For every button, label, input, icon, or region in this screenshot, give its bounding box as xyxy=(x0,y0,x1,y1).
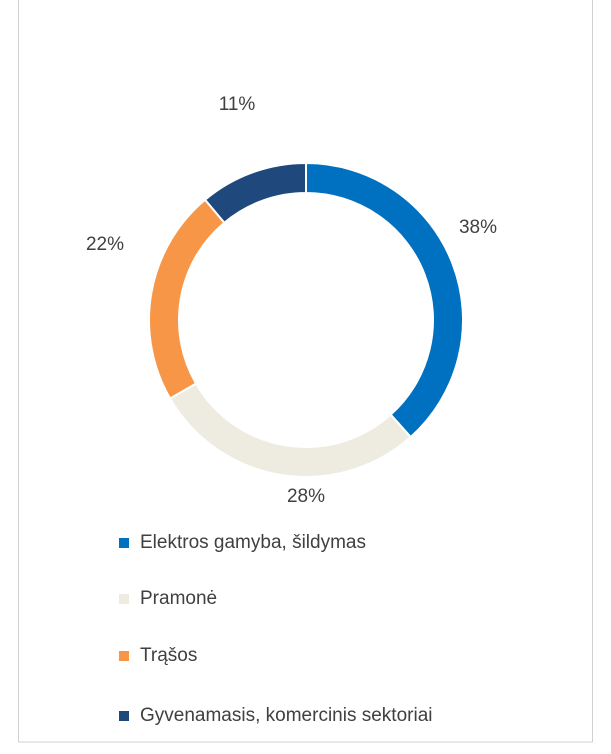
legend-swatch xyxy=(119,711,129,721)
legend-label: Elektros gamyba, šildymas xyxy=(140,532,366,553)
data-label: 38% xyxy=(459,217,497,238)
data-label: 28% xyxy=(287,486,325,507)
data-label: 11% xyxy=(219,94,256,115)
legend-label: Pramonė xyxy=(140,588,217,609)
chart-border xyxy=(18,0,593,743)
legend-swatch xyxy=(119,594,129,604)
legend-label: Gyvenamasis, komercinis sektoriai xyxy=(140,705,432,726)
legend-swatch xyxy=(119,538,129,548)
data-label: 22% xyxy=(86,234,124,255)
legend-label: Trąšos xyxy=(140,645,197,666)
legend-swatch xyxy=(119,651,129,661)
donut-segment xyxy=(203,161,307,225)
